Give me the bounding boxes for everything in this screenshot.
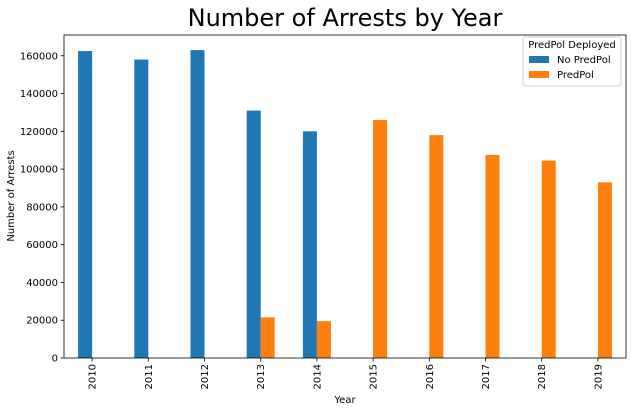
x-tick-label: 2016: [425, 364, 436, 389]
bar-no-predpol-2011: [134, 59, 149, 359]
x-tick-label: 2018: [537, 364, 548, 389]
legend-swatch-no-predpol: [529, 56, 549, 63]
x-tick-label: 2019: [593, 364, 604, 389]
y-tick-label: 60000: [26, 240, 58, 251]
x-tick-label: 2012: [200, 364, 211, 389]
y-tick-label: 140000: [20, 89, 58, 100]
y-tick-label: 160000: [20, 51, 58, 62]
bar-no-predpol-2010: [78, 51, 93, 359]
x-tick-label: 2017: [481, 364, 492, 389]
plot-frame: [63, 34, 627, 359]
y-tick-label: 0: [52, 354, 58, 365]
chart-title: Number of Arrests by Year: [188, 4, 503, 32]
x-tick-label: 2013: [256, 364, 267, 389]
bar-predpol-2016: [429, 135, 444, 358]
x-axis: 2010 2011 2012 2013 2014 2015 2016 2017 2018 2019: [88, 358, 604, 389]
bars-layer: [78, 50, 612, 359]
x-tick-label: 2014: [312, 364, 323, 389]
legend-label-predpol: PredPol: [557, 70, 594, 81]
x-tick-label: 2011: [144, 364, 155, 389]
legend-label-no-predpol: No PredPol: [557, 55, 611, 66]
bar-predpol-2019: [597, 182, 612, 358]
legend: PredPol Deployed No PredPol PredPol: [522, 36, 622, 87]
bar-predpol-2018: [541, 160, 556, 358]
y-axis-label: Number of Arrests: [6, 150, 17, 241]
y-axis: 0 20000 40000 60000 80000 100000 120000 140000 1…: [20, 51, 64, 365]
bar-predpol-2013: [260, 317, 275, 358]
y-tick-label: 80000: [26, 202, 58, 213]
x-axis-label: Year: [333, 395, 356, 406]
bar-predpol-2015: [373, 120, 388, 358]
x-tick-label: 2015: [369, 364, 380, 389]
bar-predpol-2014: [316, 321, 331, 358]
y-tick-label: 20000: [26, 316, 58, 327]
legend-swatch-predpol: [529, 71, 549, 78]
bar-no-predpol-2013: [246, 110, 261, 358]
y-tick-label: 40000: [26, 278, 58, 289]
bar-predpol-2017: [485, 154, 500, 358]
y-tick-label: 120000: [20, 127, 58, 138]
bar-no-predpol-2014: [302, 131, 317, 358]
x-tick-label: 2010: [88, 364, 99, 389]
y-tick-label: 100000: [20, 165, 58, 176]
bar-no-predpol-2012: [190, 50, 205, 358]
legend-title: PredPol Deployed: [528, 40, 616, 51]
